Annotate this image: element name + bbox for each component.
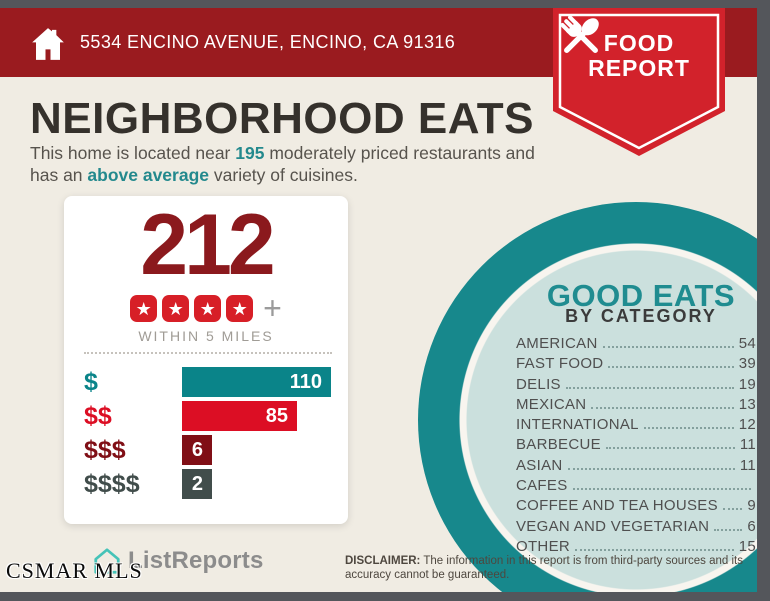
star-icon: ★ xyxy=(194,295,222,322)
list-item: MEXICAN 13 xyxy=(516,395,756,413)
intro-part3: variety of cuisines. xyxy=(209,165,358,186)
list-item: AMERICAN 54 xyxy=(516,335,756,352)
frame-right xyxy=(757,0,770,601)
bar-label: $ xyxy=(84,367,98,396)
bar: 110 xyxy=(182,367,331,397)
intro-part2: moderately priced restaurants and has an xyxy=(30,143,535,186)
mls-watermark: CSMAR MLS xyxy=(6,558,143,583)
dot-leader xyxy=(565,386,734,389)
bar-row: $$$$ 2 xyxy=(84,469,348,499)
dot-leader xyxy=(591,406,734,409)
category-list: AMERICAN 54 FAST FOOD 39 DELIS 19 MEXICAN 13… xyxy=(516,335,756,558)
bar-label: $$$ xyxy=(84,435,126,464)
bar-label: $$$$ xyxy=(84,469,140,498)
food-report-badge: FOOD REPORT xyxy=(553,8,725,157)
good-eats-subtitle: BY CATEGORY xyxy=(565,306,717,326)
badge-title-line1: FOOD xyxy=(603,30,675,56)
good-eats-title: GOOD EATS xyxy=(546,278,736,313)
dot-leader xyxy=(572,488,751,491)
property-address: 5534 ENCINO AVENUE, ENCINO, CA 91316 xyxy=(80,32,456,52)
price-bar-chart: $ 110 $$ 85 $$$ 6 $$$$ 2 xyxy=(84,367,348,503)
dot-leader xyxy=(567,467,735,470)
bar-row: $ 110 xyxy=(84,367,348,397)
disclaimer-text: The information in this report is from t… xyxy=(345,555,743,582)
intro-text: This home is located near 195 moderately… xyxy=(30,142,565,187)
intro-highlight: above average xyxy=(87,165,210,186)
disclaimer-label: DISCLAIMER: xyxy=(345,555,421,567)
logo-text: ListReports xyxy=(128,547,264,574)
page-title: NEIGHBORHOOD EATS xyxy=(30,94,534,143)
listreports-house-icon xyxy=(94,548,120,574)
bar-label: $$ xyxy=(84,401,112,430)
dot-leader xyxy=(605,447,735,450)
listreports-logo: ListReports xyxy=(92,546,264,576)
list-item: DELIS 19 xyxy=(516,375,756,393)
list-item: COFFEE AND TEA HOUSES 9 xyxy=(516,497,756,515)
list-item: BARBECUE 11 xyxy=(516,436,756,454)
dot-leader xyxy=(643,427,734,430)
total-restaurants: 212 xyxy=(140,197,276,293)
restaurant-count: 195 xyxy=(235,143,265,163)
plus-sign: + xyxy=(263,290,282,326)
frame-bottom xyxy=(0,592,770,601)
home-icon xyxy=(32,28,64,60)
intro-part1: This home is located near xyxy=(30,143,236,163)
dot-leader xyxy=(575,548,734,551)
radius-caption: WITHIN 5 MILES xyxy=(138,328,274,344)
dot-leader xyxy=(608,366,734,369)
dot-leader xyxy=(714,528,743,531)
list-item: FAST FOOD 39 xyxy=(516,355,756,373)
list-item: INTERNATIONAL 12 xyxy=(516,416,756,434)
frame-top xyxy=(0,0,770,8)
star-icon: ★ xyxy=(226,295,254,322)
stats-card: 212 ★ ★ ★ ★ + WITHIN 5 MILES $ 110 $$ 85 $$$… xyxy=(64,196,348,524)
list-item: ASIAN 11 xyxy=(516,456,756,474)
star-icon: ★ xyxy=(130,295,158,322)
dot-leader xyxy=(722,508,743,511)
star-icon: ★ xyxy=(162,295,190,322)
disclaimer: DISCLAIMER: The information in this repo… xyxy=(345,554,755,583)
star-rating: ★ ★ ★ ★ + xyxy=(64,290,348,326)
bar-row: $$ 85 xyxy=(84,401,348,431)
badge-title-line2: REPORT xyxy=(588,55,690,81)
bar: 85 xyxy=(182,401,297,431)
bar: 6 xyxy=(182,435,212,465)
dotted-divider xyxy=(84,352,332,354)
bar-row: $$$ 6 xyxy=(84,435,348,465)
list-item: VEGAN AND VEGETARIAN 6 xyxy=(516,517,756,535)
dot-leader xyxy=(602,346,734,348)
list-item: OTHER 15 xyxy=(516,537,756,555)
spoon-fork-icon xyxy=(560,15,599,53)
list-item: CAFES xyxy=(516,477,756,497)
bar: 2 xyxy=(182,469,212,499)
